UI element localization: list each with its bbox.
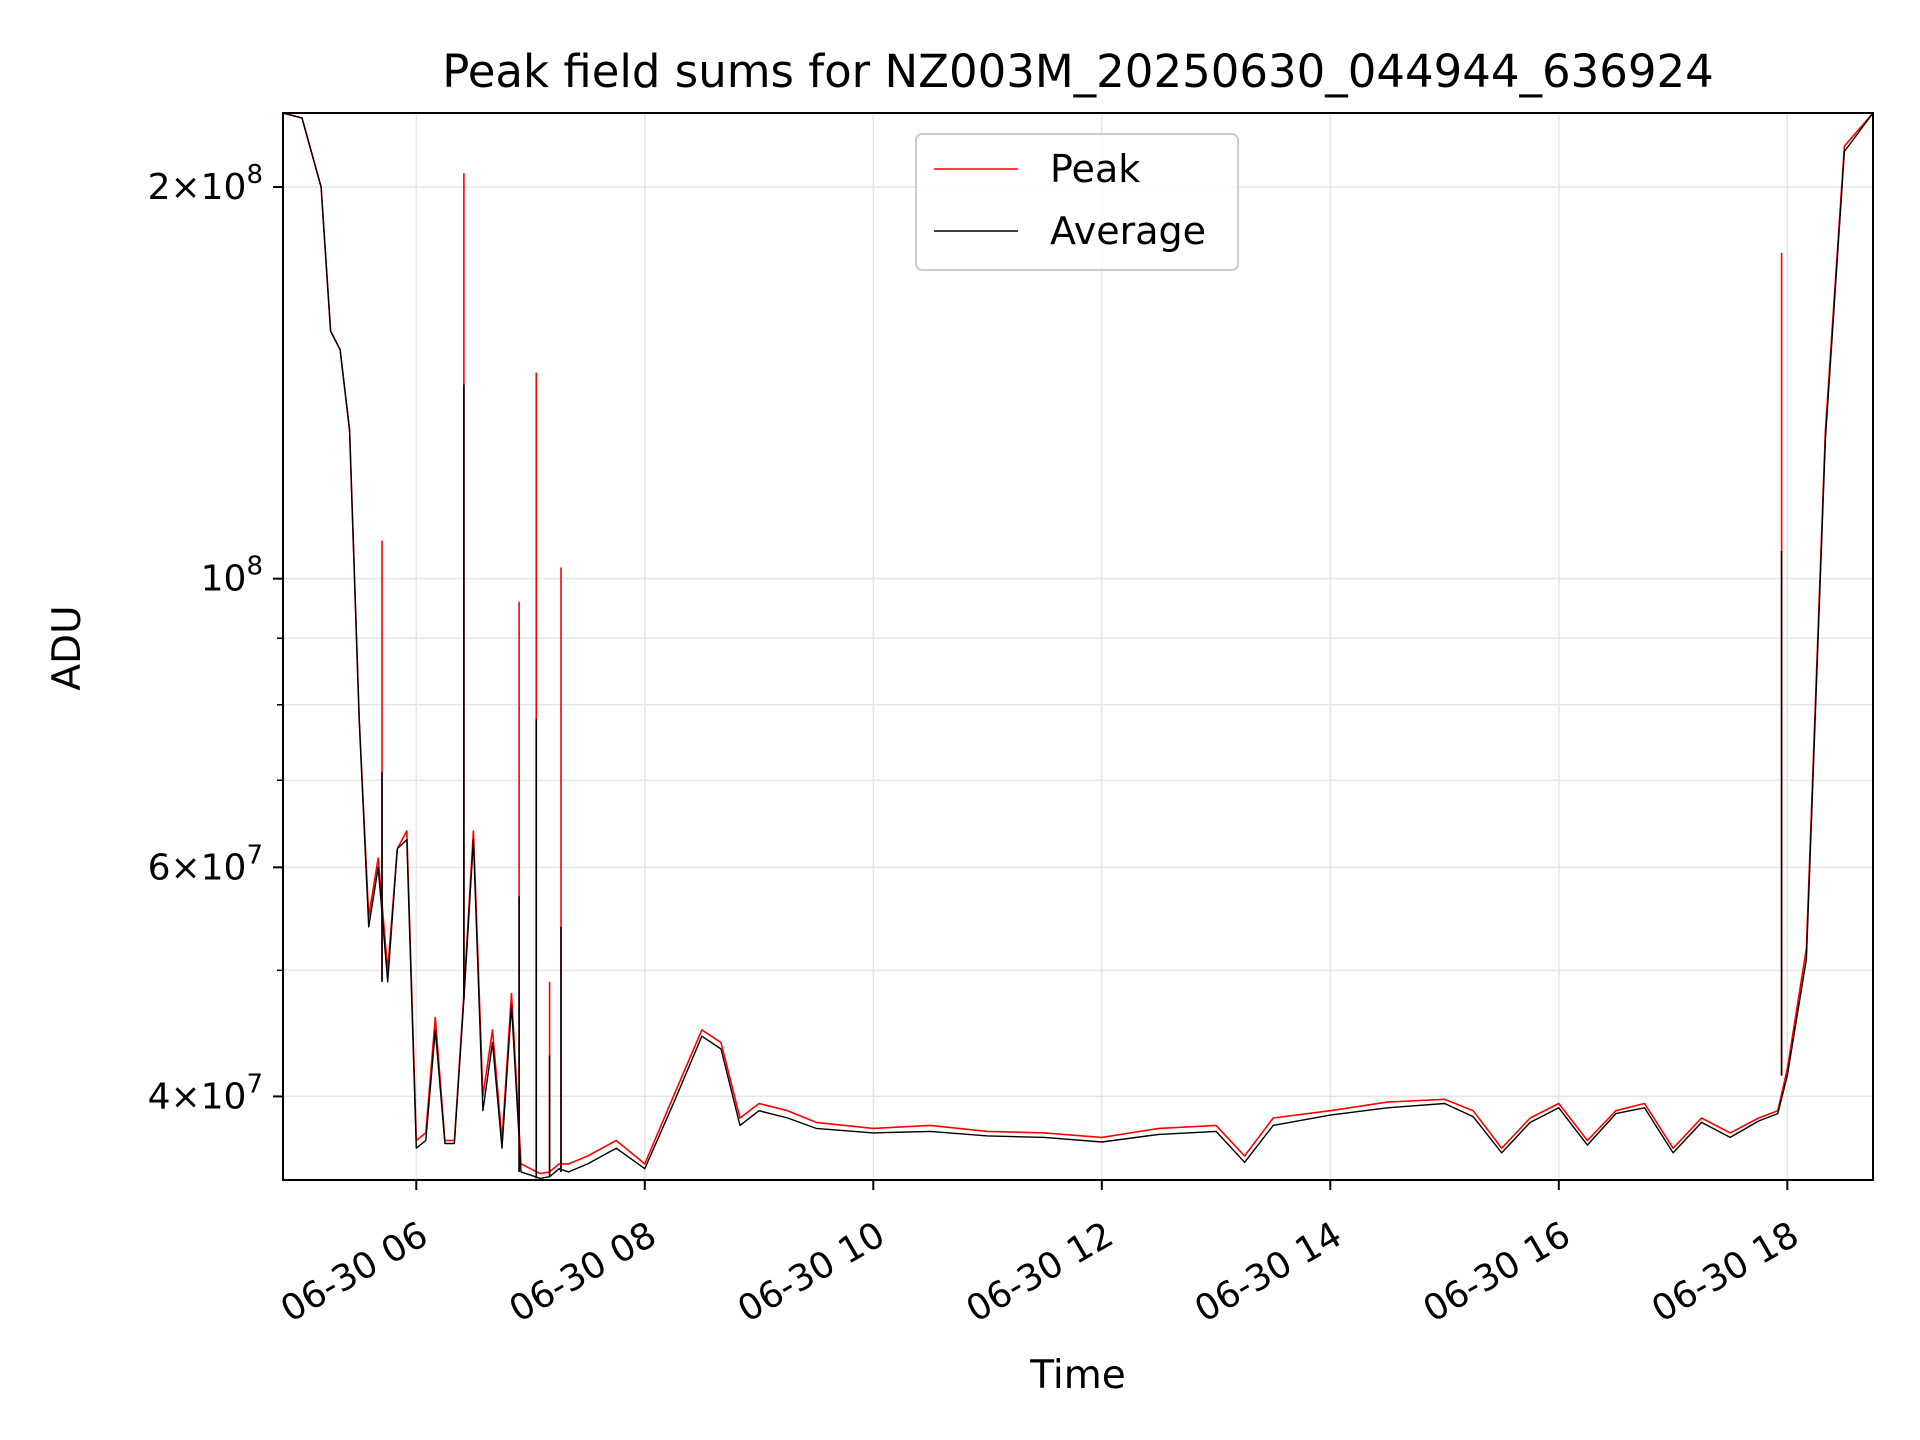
plot-frame: [282, 112, 1874, 1181]
y-tick-label: 4×107: [148, 1069, 263, 1117]
y-axis-ticks: 4×107 6×107 108 2×108: [148, 160, 283, 1117]
legend-label-average: Average: [1050, 209, 1206, 253]
y-tick-label: 6×107: [148, 840, 263, 888]
legend-label-peak: Peak: [1050, 147, 1140, 191]
grid-lines: [283, 113, 1873, 1180]
legend: Peak Average: [915, 133, 1239, 271]
chart-title: Peak field sums for NZ003M_20250630_0449…: [442, 45, 1714, 98]
y-tick-label: 2×108: [148, 160, 263, 208]
y-axis-label: ADU: [45, 605, 90, 690]
x-axis-label: Time: [1029, 1353, 1125, 1398]
legend-box: [915, 133, 1239, 271]
y-tick-label: 108: [201, 552, 263, 600]
average-series-line: [283, 113, 1873, 1180]
plot-series: [283, 113, 1873, 1180]
